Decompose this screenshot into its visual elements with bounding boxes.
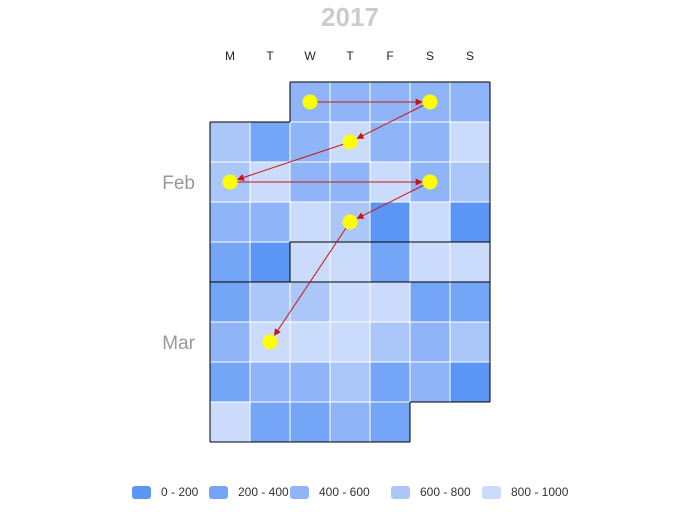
path-marker <box>262 334 278 350</box>
legend-swatch <box>482 486 501 499</box>
weekday-label: T <box>266 49 274 63</box>
heatmap-cell <box>409 241 451 283</box>
month-boundaries <box>209 81 491 443</box>
heatmap-cell <box>289 361 331 403</box>
month-labels: Feb Mar <box>162 173 195 354</box>
heatmap-cell <box>449 241 491 283</box>
heatmap-cell <box>329 361 371 403</box>
heatmap-cell <box>369 401 411 443</box>
heatmap-cell <box>289 281 331 323</box>
heatmap-cell <box>249 401 291 443</box>
heatmap-cell <box>369 201 411 243</box>
heatmap-cell <box>209 121 251 163</box>
chart-title: 2017 <box>321 2 379 32</box>
heatmap-cell <box>449 321 491 363</box>
heatmap-cell <box>449 201 491 243</box>
heatmap-cell <box>249 241 291 283</box>
path-arrows <box>230 98 431 336</box>
weekday-label: M <box>225 49 235 63</box>
heatmap-cell <box>449 121 491 163</box>
path-marker <box>342 134 358 150</box>
heatmap-cells <box>209 81 491 443</box>
legend: 0 - 200 200 - 400 400 - 600 600 - 800 800 - … <box>132 485 569 499</box>
path-arrow <box>236 141 351 181</box>
heatmap-cell <box>209 201 251 243</box>
heatmap-cell <box>289 241 331 283</box>
legend-label: 600 - 800 <box>420 485 471 499</box>
month-label: Feb <box>162 173 195 194</box>
path-marker <box>222 174 238 190</box>
heatmap-cell <box>409 361 451 403</box>
path-marker <box>342 214 358 230</box>
heatmap-cell <box>409 321 451 363</box>
heatmap-cell <box>249 201 291 243</box>
path-marker <box>422 174 438 190</box>
weekday-label: W <box>304 49 316 63</box>
heatmap-cell <box>449 81 491 123</box>
legend-label: 200 - 400 <box>238 485 289 499</box>
path-marker <box>422 94 438 110</box>
path-arrow <box>274 221 351 336</box>
heatmap-cell <box>369 281 411 323</box>
heatmap-cell <box>209 321 251 363</box>
weekday-label: S <box>426 49 434 63</box>
legend-label: 400 - 600 <box>319 485 370 499</box>
path-markers <box>222 94 438 350</box>
path-marker <box>302 94 318 110</box>
heatmap-cell <box>369 361 411 403</box>
legend-label: 0 - 200 <box>161 485 199 499</box>
weekday-label: S <box>466 49 474 63</box>
heatmap-cell <box>369 121 411 163</box>
heatmap-cell <box>449 161 491 203</box>
heatmap-cell <box>289 321 331 363</box>
heatmap-cell <box>329 241 371 283</box>
heatmap-cell <box>329 401 371 443</box>
heatmap-cell <box>209 361 251 403</box>
legend-swatch <box>290 486 309 499</box>
weekday-label: F <box>386 49 393 63</box>
heatmap-cell <box>249 361 291 403</box>
path-arrow <box>356 181 431 219</box>
heatmap-cell <box>289 121 331 163</box>
heatmap-cell <box>409 121 451 163</box>
heatmap-cell <box>409 201 451 243</box>
legend-swatch <box>209 486 228 499</box>
heatmap-cell <box>449 361 491 403</box>
heatmap-cell <box>369 321 411 363</box>
heatmap-cell <box>369 241 411 283</box>
heatmap-cell <box>289 201 331 243</box>
legend-label: 800 - 1000 <box>511 485 569 499</box>
heatmap-cell <box>289 401 331 443</box>
weekday-label: T <box>346 49 354 63</box>
heatmap-cell <box>329 321 371 363</box>
heatmap-cell <box>409 281 451 323</box>
heatmap-cell <box>209 401 251 443</box>
month-boundary-line <box>210 241 490 283</box>
heatmap-cell <box>329 281 371 323</box>
heatmap-cell <box>249 281 291 323</box>
legend-swatch <box>391 486 410 499</box>
path-arrow <box>356 101 431 139</box>
heatmap-cell <box>209 281 251 323</box>
heatmap-cell <box>249 121 291 163</box>
heatmap-cell <box>209 241 251 283</box>
legend-swatch <box>132 486 151 499</box>
heatmap-cell <box>449 281 491 323</box>
month-label: Mar <box>162 333 195 354</box>
